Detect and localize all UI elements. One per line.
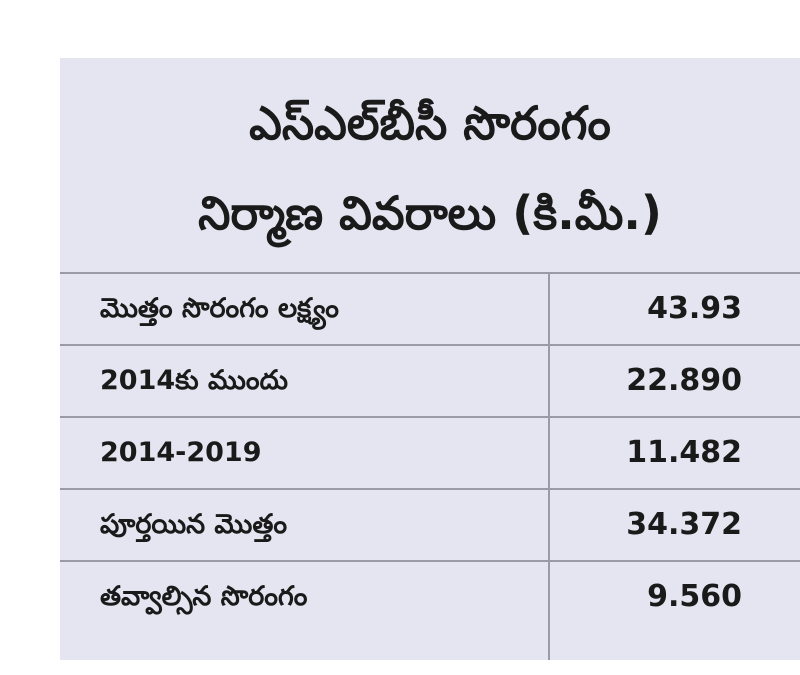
row-label: పూర్తయిన మొత్తం — [100, 509, 288, 540]
row-label: మొత్తం సొరంగం లక్ష్యం — [100, 293, 339, 324]
row-divider — [60, 560, 800, 562]
row-divider — [60, 344, 800, 346]
row-label: 2014-2019 — [100, 437, 262, 468]
row-value: 9.560 — [647, 579, 742, 614]
title-line: ఎస్ఎల్‌బీసీ సొరంగం — [249, 96, 611, 150]
column-divider — [548, 272, 550, 660]
row-value: 34.372 — [626, 507, 742, 542]
row-value: 22.890 — [626, 363, 742, 398]
row-label: తవ్వాల్సిన సొరంగం — [100, 581, 308, 612]
row-divider — [60, 488, 800, 490]
row-value: 11.482 — [626, 435, 742, 470]
row-label: 2014కు ముందు — [100, 365, 288, 396]
info-panel: ఎస్ఎల్‌బీసీ సొరంగం నిర్మాణ వివరాలు (కి.మ… — [60, 58, 800, 660]
row-divider — [60, 416, 800, 418]
row-value: 43.93 — [647, 291, 742, 326]
title-line: నిర్మాణ వివరాలు (కి.మీ.) — [198, 186, 662, 240]
row-divider — [60, 272, 800, 274]
